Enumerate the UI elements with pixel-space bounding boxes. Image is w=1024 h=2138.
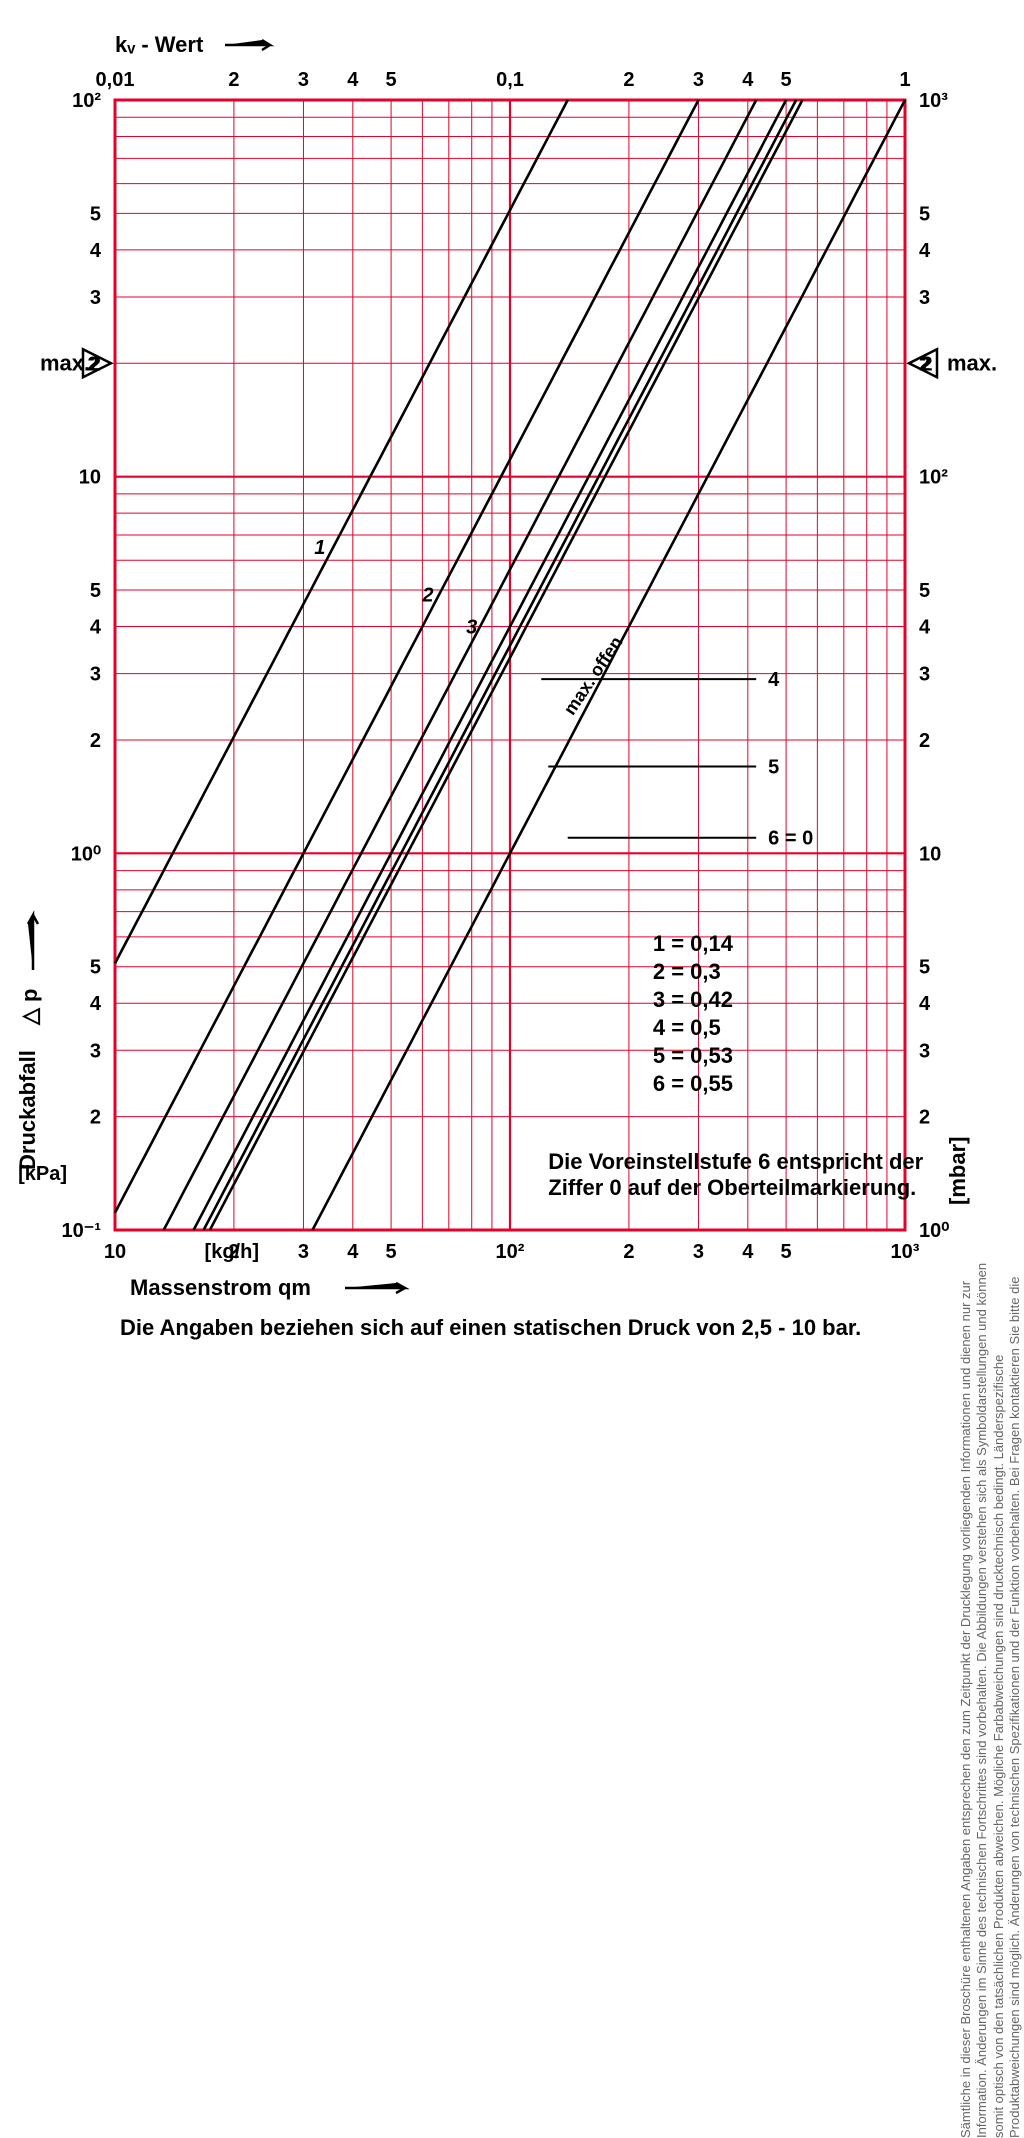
x-tick: 3: [298, 1241, 309, 1263]
top-tick: 4: [347, 69, 359, 91]
yr-tick: 4: [919, 617, 931, 639]
legend-row: 6 = 0,55: [653, 1071, 733, 1096]
yl-delta-p: △ p: [17, 989, 42, 1026]
top-tick: 1: [899, 69, 910, 91]
top-tick: 5: [386, 69, 397, 91]
x-tick: 2: [623, 1241, 634, 1263]
arrow-icon: [345, 1283, 405, 1293]
top-tick: 5: [781, 69, 792, 91]
curve-label: 2: [421, 584, 433, 606]
leader-label: 5: [768, 757, 779, 779]
yr-tick: 5: [919, 957, 930, 979]
x-tick: 4: [742, 1241, 754, 1263]
max-label-right: max.: [947, 350, 997, 375]
yl-tick: 3: [90, 287, 101, 309]
legend-note: Die Voreinstellstufe 6 entspricht der: [548, 1149, 923, 1174]
yl-tick: 4: [90, 993, 102, 1015]
yr-tick: 10³: [919, 90, 948, 112]
x-tick: 10³: [891, 1241, 920, 1263]
yr-tick: 10⁰: [919, 1220, 949, 1242]
yl-tick: 10: [79, 467, 101, 489]
top-axis-label: kᵥ - Wert: [115, 32, 204, 57]
pressure-drop-chart: 1 2 3 4 5 6 = 0 max. offen 10 2 3 4 5 10² 2 3 4 5 10³ [kg/…: [0, 0, 1024, 1373]
x-tick: 3: [693, 1241, 704, 1263]
yr-tick: 4: [919, 993, 931, 1015]
top-tick: 3: [298, 69, 309, 91]
yl-tick: 3: [90, 1040, 101, 1062]
curve-label: 3: [466, 616, 477, 638]
yl-tick: 5: [90, 203, 101, 225]
top-tick: 4: [742, 69, 754, 91]
yr-tick: 2: [919, 1107, 930, 1129]
yr-unit: [mbar]: [945, 1137, 970, 1205]
top-tick: 0,1: [496, 69, 524, 91]
arrow-icon: [225, 40, 270, 50]
top-tick: 3: [693, 69, 704, 91]
yr-tick: 2: [919, 730, 930, 752]
triangle-value: 2: [87, 353, 98, 375]
yr-tick: 3: [919, 287, 930, 309]
max-offen-label: max. offen: [560, 633, 627, 719]
yl-tick: 3: [90, 664, 101, 686]
yr-tick: 3: [919, 1040, 930, 1062]
yl-tick: 10⁻¹: [62, 1220, 102, 1242]
footer-note: Die Angaben beziehen sich auf einen stat…: [120, 1315, 861, 1340]
yl-tick: 10⁰: [71, 843, 101, 865]
arrow-icon: [28, 915, 38, 970]
yl-tick: 2: [90, 730, 101, 752]
yl-tick: 4: [90, 617, 102, 639]
legend-row: 1 = 0,14: [653, 931, 734, 956]
x-tick: 4: [347, 1241, 359, 1263]
x-axis-label: Massenstrom qm: [130, 1275, 311, 1300]
yr-tick: 10: [919, 843, 941, 865]
leader-label: 6 = 0: [768, 828, 813, 850]
yl-tick: 10²: [72, 90, 101, 112]
yl-tick: 5: [90, 580, 101, 602]
legend-note: Ziffer 0 auf der Oberteilmarkierung.: [548, 1175, 916, 1200]
disclaimer-text: Sämtliche in dieser Broschüre enthaltene…: [958, 1258, 1018, 2138]
top-tick: 0,01: [96, 69, 135, 91]
yr-tick: 3: [919, 664, 930, 686]
x-tick: 10²: [496, 1241, 525, 1263]
leader-label: 4: [768, 669, 780, 691]
triangle-value: 2: [921, 353, 932, 375]
yl-tick: 2: [90, 1107, 101, 1129]
curve-1: [115, 100, 568, 963]
yr-tick: 5: [919, 580, 930, 602]
yr-tick: 5: [919, 203, 930, 225]
yl-axis-label: Druckabfall: [15, 1050, 40, 1170]
legend-row: 2 = 0,3: [653, 959, 721, 984]
yr-tick: 4: [919, 240, 931, 262]
x-unit: [kg/h]: [205, 1241, 259, 1263]
yl-tick: 5: [90, 957, 101, 979]
x-tick: 5: [781, 1241, 792, 1263]
top-tick: 2: [623, 69, 634, 91]
curve-label: 1: [314, 537, 325, 559]
yr-tick: 10²: [919, 467, 948, 489]
top-tick: 2: [228, 69, 239, 91]
x-tick: 5: [386, 1241, 397, 1263]
legend-row: 5 = 0,53: [653, 1043, 733, 1068]
yl-unit: [kPa]: [18, 1163, 67, 1185]
legend-row: 3 = 0,42: [653, 987, 733, 1012]
yl-tick: 4: [90, 240, 102, 262]
x-tick: 10: [104, 1241, 126, 1263]
legend-row: 4 = 0,5: [653, 1015, 721, 1040]
